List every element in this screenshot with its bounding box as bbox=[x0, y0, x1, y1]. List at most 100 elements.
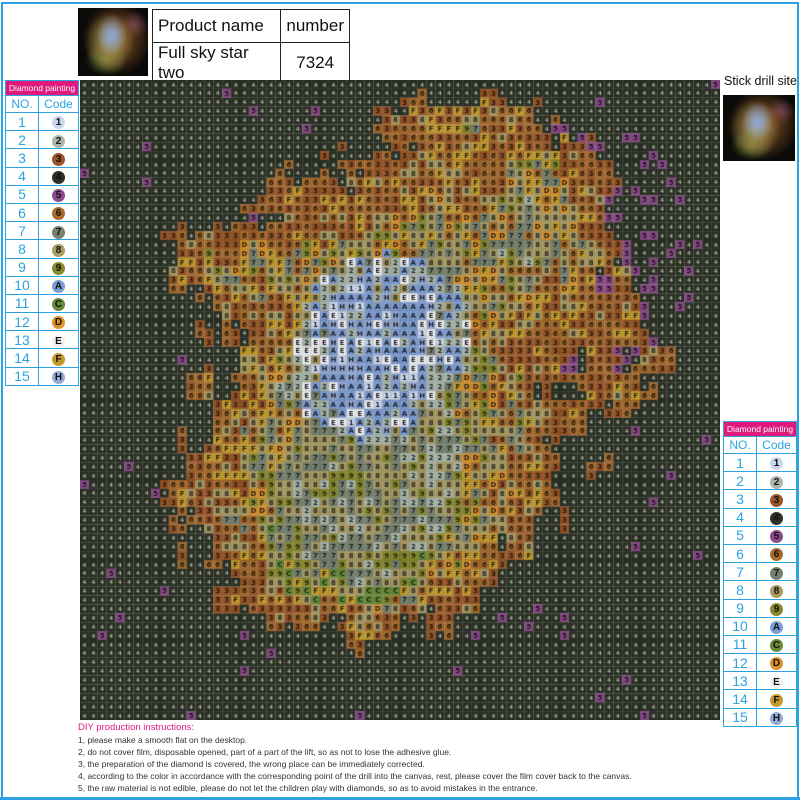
legend-col-no: NO. bbox=[723, 436, 757, 454]
legend-number: 7 bbox=[723, 562, 757, 582]
product-table: Product name number Full sky star two 73… bbox=[151, 9, 350, 84]
color-code-dot: 8 bbox=[52, 243, 65, 257]
color-code-dot: 6 bbox=[770, 548, 783, 562]
stick-drill-label: Stick drill site bbox=[724, 74, 797, 88]
color-code-dot: 2 bbox=[52, 134, 65, 148]
stick-drill-preview-image bbox=[723, 95, 795, 161]
color-code-dot: F bbox=[52, 352, 65, 366]
color-code-dot: 3 bbox=[52, 152, 65, 166]
color-code-dot: 2 bbox=[770, 475, 783, 489]
legend-col-no: NO. bbox=[5, 95, 39, 113]
diamond-pattern-grid bbox=[80, 80, 720, 720]
color-code-dot: 7 bbox=[52, 225, 65, 239]
color-code-dot: A bbox=[52, 280, 65, 294]
legend-number: 14 bbox=[723, 689, 757, 709]
legend-title: Diamond painting bbox=[5, 80, 79, 96]
legend-number: 8 bbox=[723, 580, 757, 600]
legend-table-right: Diamond painting NO. Code 1 1 2 2 3 3 4 4 5 5 6 6 7 7 8 8 9… bbox=[723, 421, 797, 727]
legend-number: 15 bbox=[5, 366, 39, 386]
instructions: DIY production instructions: 1, please m… bbox=[78, 722, 632, 794]
instruction-step: 4, according to the color in accordance … bbox=[78, 771, 632, 781]
color-code-dot: C bbox=[770, 639, 783, 653]
instruction-step: 3, the preparation of the diamond is cov… bbox=[78, 759, 425, 769]
legend-table-left: Diamond painting NO. Code 1 1 2 2 3 3 4 4 5 5 6 6 7 7 8 8 9… bbox=[5, 80, 79, 386]
bottom-divider bbox=[0, 797, 800, 800]
product-name-header: Product name bbox=[151, 9, 282, 43]
legend-number: 6 bbox=[5, 202, 39, 223]
legend-row: 11 C bbox=[723, 634, 797, 655]
color-code-dot: 9 bbox=[770, 602, 783, 616]
color-code-dot: H bbox=[770, 712, 783, 726]
legend-number: 12 bbox=[5, 312, 39, 332]
color-code-dot: 5 bbox=[770, 530, 783, 544]
color-code-dot: D bbox=[770, 657, 783, 671]
legend-row: 14 F bbox=[723, 689, 797, 709]
color-code-dot: 6 bbox=[52, 207, 65, 221]
color-code-dot: 5 bbox=[52, 189, 65, 203]
product-number-value: 7324 bbox=[280, 42, 350, 84]
legend-number: 14 bbox=[5, 348, 39, 368]
legend-row: 10 A bbox=[5, 275, 79, 295]
legend-number: 5 bbox=[5, 184, 39, 204]
legend-number: 11 bbox=[723, 634, 757, 655]
legend-number: 3 bbox=[5, 148, 39, 168]
instructions-title: DIY production instructions: bbox=[78, 722, 194, 733]
legend-number: 9 bbox=[5, 257, 39, 277]
legend-number: 12 bbox=[723, 653, 757, 673]
legend-row: 10 A bbox=[723, 616, 797, 636]
legend-number: 1 bbox=[723, 452, 757, 473]
instruction-step: 2, do not cover film, disposable opened,… bbox=[78, 747, 452, 757]
legend-row: 14 F bbox=[5, 348, 79, 368]
instruction-step: 1, please make a smooth flat on the desk… bbox=[78, 735, 248, 745]
color-code-dot: A bbox=[770, 621, 783, 635]
legend-number: 7 bbox=[5, 221, 39, 241]
color-code-dot: 8 bbox=[770, 584, 783, 598]
legend-row: 11 C bbox=[5, 293, 79, 314]
color-code-dot: 1 bbox=[770, 457, 783, 471]
instruction-step: 5, the raw material is not edible, pleas… bbox=[78, 783, 538, 793]
legend-col-code: Code bbox=[38, 95, 79, 113]
color-code-dot: 4 bbox=[770, 511, 783, 525]
legend-number: 1 bbox=[5, 111, 39, 132]
number-header: number bbox=[280, 9, 350, 43]
nebula-thumbnail bbox=[78, 8, 148, 76]
color-code-dot: D bbox=[52, 316, 65, 330]
legend-row: 13 E bbox=[723, 671, 797, 691]
color-code-dot: 9 bbox=[52, 261, 65, 275]
legend-row: 12 D bbox=[5, 312, 79, 332]
color-code-dot: E bbox=[770, 675, 783, 689]
product-name-value: Full sky star two bbox=[151, 42, 282, 84]
color-code-dot: C bbox=[52, 298, 65, 312]
color-code-dot: 4 bbox=[52, 170, 65, 184]
color-code-dot: E bbox=[52, 334, 65, 348]
legend-number: 3 bbox=[723, 489, 757, 509]
legend-row: 13 E bbox=[5, 330, 79, 350]
legend-number: 4 bbox=[723, 507, 757, 527]
legend-number: 6 bbox=[723, 543, 757, 564]
legend-number: 2 bbox=[5, 130, 39, 150]
color-code-dot: 3 bbox=[770, 493, 783, 507]
legend-number: 5 bbox=[723, 525, 757, 545]
legend-row: 12 D bbox=[723, 653, 797, 673]
legend-number: 11 bbox=[5, 293, 39, 314]
color-code-dot: 1 bbox=[52, 116, 65, 130]
legend-number: 15 bbox=[723, 707, 757, 727]
